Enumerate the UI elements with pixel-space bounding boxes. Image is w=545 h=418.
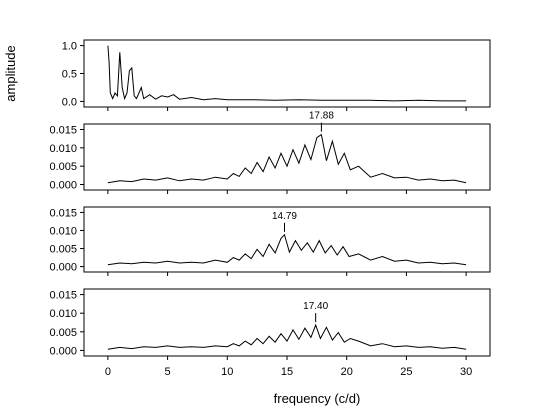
y-tick-label: 0.010: [49, 308, 77, 320]
peak-label: 17.40: [303, 301, 328, 312]
y-tick-label: 0.005: [49, 244, 77, 256]
y-tick-label: 0.015: [49, 207, 77, 219]
y-tick-label: 0.000: [49, 345, 77, 357]
y-tick-label: 0.0: [62, 96, 77, 108]
x-tick-label: 20: [341, 366, 353, 378]
series-line: [107, 233, 467, 266]
x-tick-label: 25: [400, 366, 412, 378]
y-tick-label: 0.5: [62, 69, 77, 81]
x-tick-label: 5: [165, 366, 171, 378]
x-tick-label: 0: [105, 366, 111, 378]
peak-label: 17.88: [309, 111, 334, 122]
y-tick-label: 1.0: [62, 41, 77, 53]
panel-frame: [83, 288, 491, 357]
panel-frame: [83, 123, 491, 191]
x-tick-label: 15: [281, 366, 293, 378]
y-tick-label: 0.005: [49, 161, 77, 173]
y-tick-label: 0.015: [49, 290, 77, 302]
panel-4: 0.015 0.010 0.005 0.000 0 5 10 15 20 25 30 17.40: [49, 288, 491, 378]
x-tick-label: 30: [460, 366, 472, 378]
series-line: [107, 133, 467, 184]
panels-layer: 1.0 0.5 0.0 amplitude 0.015 0.010 0.005 0.000 17…: [3, 39, 491, 378]
y-axis-title: amplitude: [3, 45, 18, 101]
y-tick-label: 0.000: [49, 180, 77, 192]
y-tick-label: 0.015: [49, 125, 77, 137]
y-tick-label: 0.005: [49, 327, 77, 339]
panel-2: 0.015 0.010 0.005 0.000 17.88: [49, 111, 491, 194]
panel-3: 0.015 0.010 0.005 0.000 14.79: [49, 206, 491, 276]
x-axis-title: frequency (c/d): [274, 391, 361, 406]
y-tick-label: 0.010: [49, 143, 77, 155]
peak-label: 14.79: [272, 211, 297, 222]
panel-frame: [83, 39, 491, 108]
x-tick-label: 10: [221, 366, 233, 378]
series-line: [107, 45, 467, 102]
y-tick-label: 0.010: [49, 225, 77, 237]
y-tick-label: 0.000: [49, 262, 77, 274]
series-line: [107, 323, 467, 350]
panel-1: 1.0 0.5 0.0 amplitude: [3, 39, 491, 111]
